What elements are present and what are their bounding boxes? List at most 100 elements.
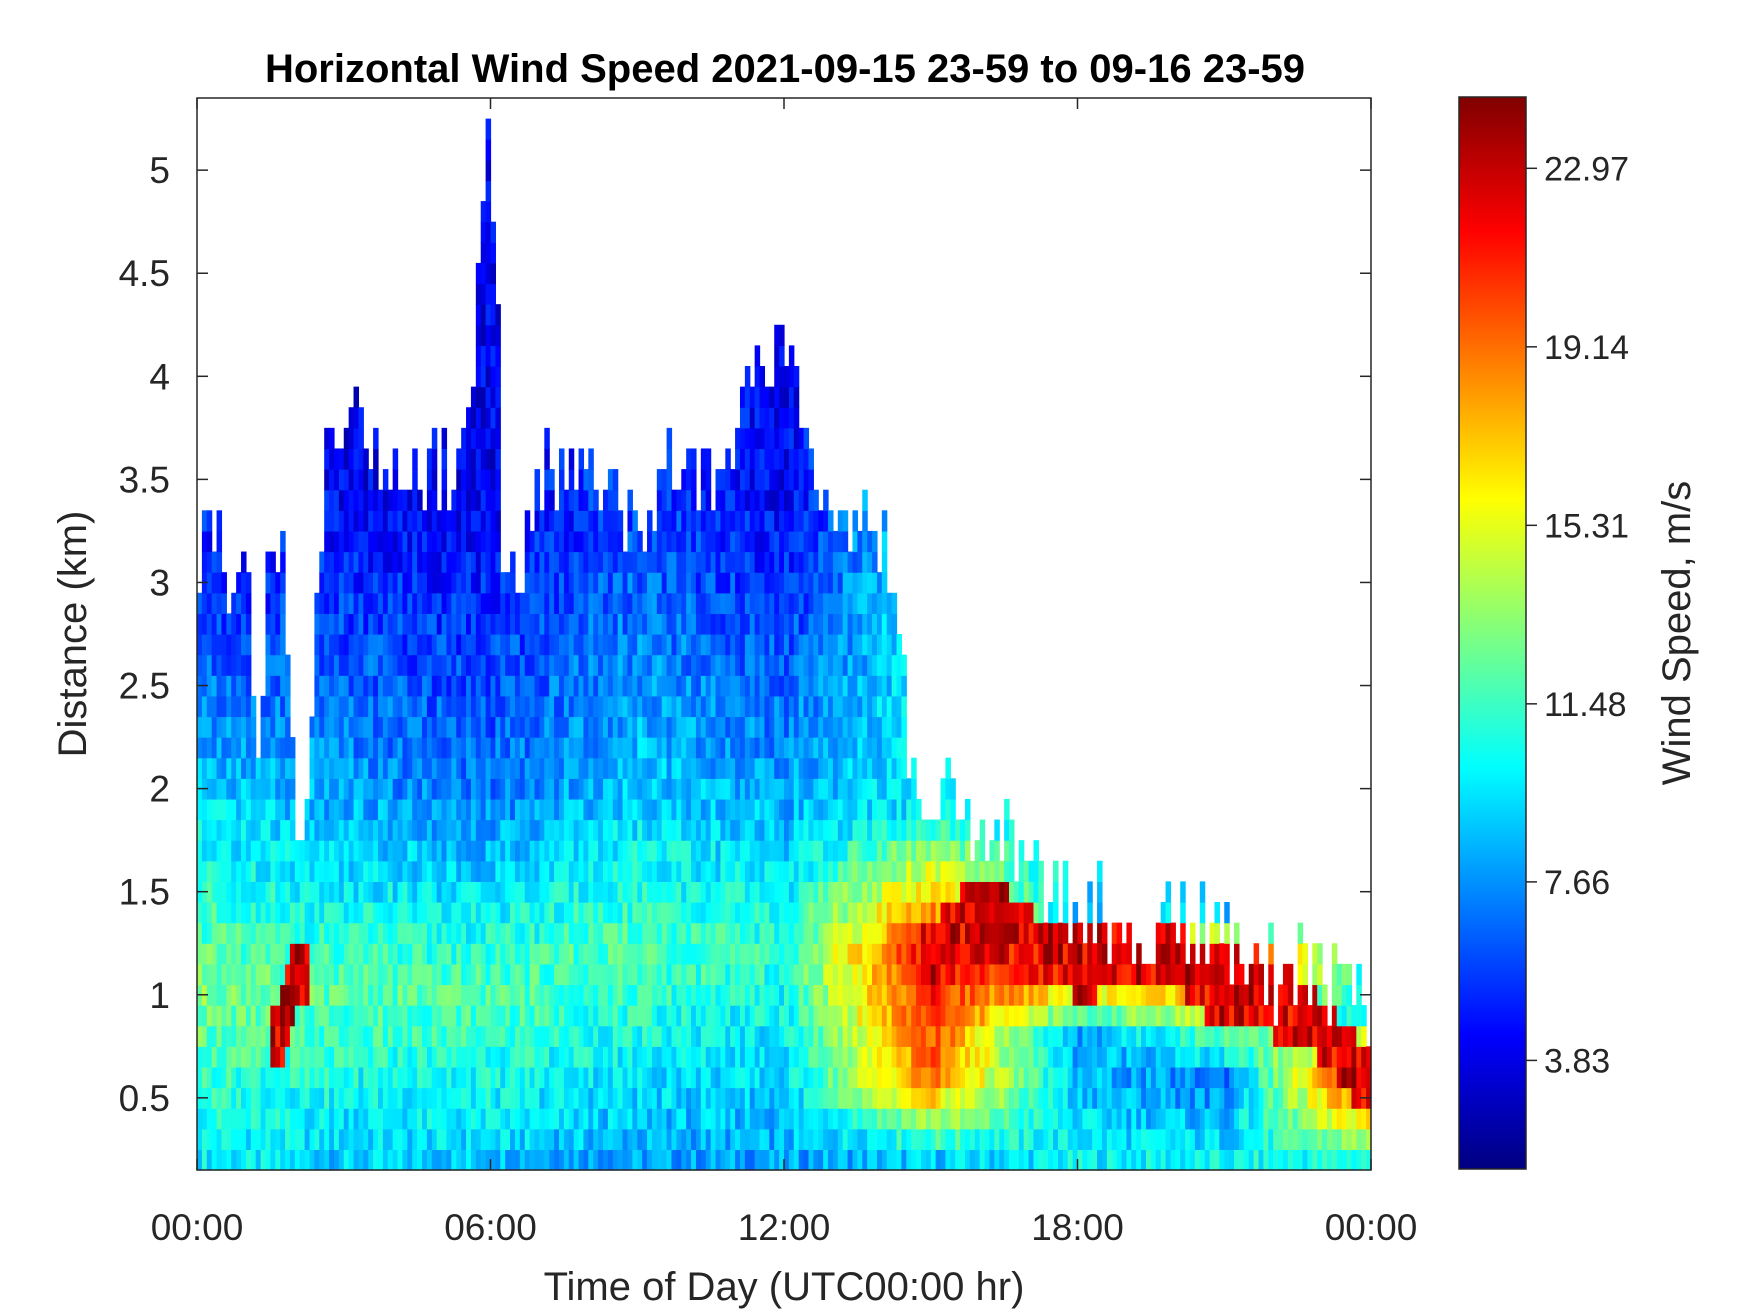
heatmap-cell <box>784 943 790 965</box>
heatmap-cell <box>446 1005 452 1027</box>
heatmap-cell <box>578 798 585 821</box>
heatmap-cell <box>558 922 565 944</box>
heatmap-cell <box>417 984 423 1006</box>
heatmap-cell <box>250 716 257 738</box>
heatmap-cell <box>510 963 516 986</box>
heatmap-cell <box>426 840 433 862</box>
heatmap-cell <box>725 798 731 821</box>
heatmap-cell <box>299 1025 306 1047</box>
heatmap-cell <box>431 489 438 511</box>
heatmap-cell <box>911 1087 917 1109</box>
heatmap-cell <box>617 757 624 779</box>
heatmap-cell <box>319 840 325 862</box>
heatmap-cell <box>514 695 521 718</box>
heatmap-cell <box>925 1025 932 1047</box>
heatmap-cell <box>661 922 668 944</box>
heatmap-cell <box>612 489 619 511</box>
heatmap-cell <box>470 922 477 944</box>
heatmap-cell <box>612 675 619 697</box>
heatmap-cell <box>461 1025 467 1047</box>
heatmap-cell <box>426 1149 433 1171</box>
heatmap-cell <box>774 695 780 718</box>
heatmap-cell <box>402 737 408 759</box>
heatmap-cell <box>847 1128 854 1150</box>
heatmap-cell <box>793 984 800 1006</box>
heatmap-cell <box>759 778 766 800</box>
heatmap-cell <box>916 1149 922 1171</box>
heatmap-cell <box>534 1087 541 1109</box>
heatmap-cell <box>759 798 766 821</box>
heatmap-cell <box>739 943 746 965</box>
heatmap-cell <box>793 798 800 821</box>
heatmap-cell <box>373 489 379 511</box>
heatmap-cell <box>901 1128 907 1150</box>
heatmap-cell <box>382 613 389 635</box>
heatmap-cell <box>837 778 844 800</box>
heatmap-cell <box>769 1108 775 1130</box>
heatmap-cell <box>475 572 482 594</box>
heatmap-cell <box>676 675 682 697</box>
heatmap-cell <box>906 943 912 965</box>
heatmap-cell <box>808 1066 814 1089</box>
heatmap-cell <box>700 984 707 1006</box>
heatmap-cell <box>754 1005 761 1027</box>
heatmap-cell <box>837 1108 844 1130</box>
heatmap-cell <box>691 695 697 718</box>
heatmap-cell <box>392 613 399 635</box>
heatmap-cell <box>793 1046 800 1068</box>
heatmap-cell <box>431 530 438 553</box>
heatmap-cell <box>720 1066 726 1089</box>
heatmap-cell <box>823 757 829 779</box>
heatmap-cell <box>510 695 516 718</box>
heatmap-cell <box>647 716 653 738</box>
heatmap-cell <box>363 695 369 718</box>
heatmap-cell <box>642 1025 648 1047</box>
heatmap-cell <box>916 1025 922 1047</box>
heatmap-cell <box>803 592 810 614</box>
heatmap-cell <box>333 943 340 965</box>
heatmap-cell <box>353 737 360 759</box>
heatmap-cell <box>402 798 408 821</box>
heatmap-cell <box>451 922 457 944</box>
heatmap-cell <box>554 1149 560 1171</box>
heatmap-cell <box>715 1005 722 1027</box>
heatmap-cell <box>221 1025 227 1047</box>
heatmap-cell <box>627 881 633 903</box>
heatmap-cell <box>744 1087 751 1109</box>
heatmap-cell <box>617 922 624 944</box>
heatmap-cell <box>265 819 271 841</box>
heatmap-cell <box>803 1005 810 1027</box>
heatmap-cell <box>470 1108 477 1130</box>
heatmap-cell <box>837 695 844 718</box>
heatmap-cell <box>549 469 555 491</box>
heatmap-cell <box>422 675 428 697</box>
heatmap-cell <box>852 1149 858 1171</box>
heatmap-cell <box>808 572 814 594</box>
heatmap-cell <box>270 1149 276 1171</box>
heatmap-cell <box>651 757 658 779</box>
heatmap-cell <box>294 1087 301 1109</box>
heatmap-cell <box>348 530 355 553</box>
heatmap-cell <box>823 716 829 738</box>
heatmap-cell <box>417 1128 423 1150</box>
heatmap-cell <box>769 1128 775 1150</box>
heatmap-cell <box>627 757 633 779</box>
heatmap-cell <box>309 1149 315 1171</box>
heatmap-cell <box>686 592 692 614</box>
heatmap-cell <box>422 778 428 800</box>
heatmap-cell <box>451 840 457 862</box>
heatmap-cell <box>837 963 844 986</box>
heatmap-cell <box>324 860 330 882</box>
heatmap-cell <box>788 345 795 367</box>
heatmap-cell <box>348 757 355 779</box>
heatmap-cell <box>764 943 770 965</box>
heatmap-cell <box>500 737 506 759</box>
heatmap-cell <box>779 902 785 924</box>
heatmap-cell <box>705 1128 712 1150</box>
heatmap-cell <box>309 984 315 1006</box>
heatmap-cell <box>891 1066 898 1089</box>
heatmap-cell <box>852 902 858 924</box>
heatmap-cell <box>730 469 736 491</box>
heatmap-cell <box>554 572 560 594</box>
heatmap-cell <box>441 757 448 779</box>
